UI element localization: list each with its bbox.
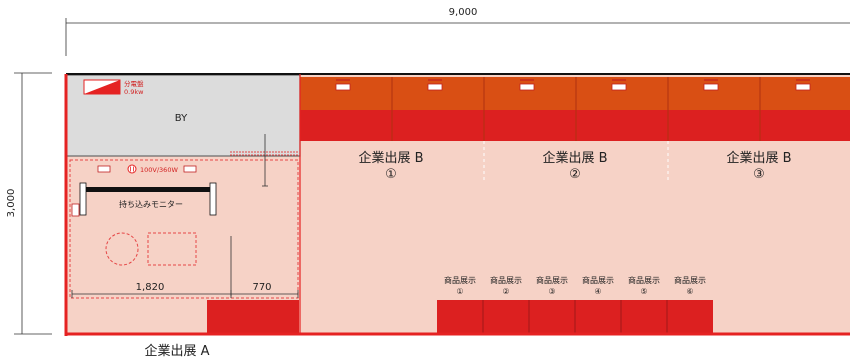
product-display-5-label: 商品展示 [628, 275, 660, 285]
product-display-5-number: ⑤ [640, 287, 647, 296]
breaker-panel-spec: 0.9kw [124, 88, 144, 96]
zone-b-1-number: ① [385, 167, 397, 182]
width-dimension: 9,000 [65, 7, 850, 56]
breaker-panel-icon [83, 79, 121, 95]
monitor-label: 持ち込みモニター [119, 199, 183, 209]
zone-a-label: 企業出展 A [144, 343, 209, 359]
booth-walls [64, 73, 850, 336]
zone-b-1-label: 企業出展 B [358, 150, 423, 166]
back-wall-panels [300, 77, 850, 141]
depth-dimension-label: 3,000 [6, 189, 17, 218]
outlet-spec: 100V/360W [140, 166, 178, 174]
product-display-2-number: ② [502, 287, 509, 296]
depth-dimension: 3,000 [6, 72, 52, 335]
zone-b-3-number: ③ [753, 167, 765, 182]
zone-b-2-number: ② [569, 167, 581, 182]
zone-a-counter [207, 300, 299, 334]
zone-b-3-label: 企業出展 B [726, 150, 791, 166]
spotlight-icons [335, 83, 811, 91]
storage-booth-label: BY [175, 113, 188, 124]
product-display-1-label: 商品展示 [444, 275, 476, 285]
round-table [105, 232, 139, 266]
breaker-panel-name: 分電盤 [124, 79, 144, 88]
product-display-row [437, 300, 713, 334]
product-display-2-label: 商品展示 [490, 275, 522, 285]
zone-b-2-label: 企業出展 B [542, 150, 607, 166]
product-display-6-number: ⑥ [686, 287, 693, 296]
zone-a-dimension-left: 1,820 [136, 282, 165, 293]
outlet-icon [127, 164, 137, 174]
height-marker [230, 134, 268, 296]
zone-a-dimension [71, 290, 299, 298]
product-display-4-label: 商品展示 [582, 275, 614, 285]
zone-a-lights [97, 165, 197, 173]
width-dimension-label: 9,000 [449, 7, 478, 18]
product-display-3-label: 商品展示 [536, 275, 568, 285]
product-display-1-number: ① [456, 287, 463, 296]
zone-a-area [69, 159, 299, 299]
zone-a-dimension-right: 770 [252, 282, 271, 293]
product-display-6-label: 商品展示 [674, 275, 706, 285]
wall-fixture [71, 203, 80, 217]
product-display-3-number: ③ [548, 287, 555, 296]
monitor-icon [79, 182, 217, 216]
product-display-4-number: ④ [594, 287, 601, 296]
